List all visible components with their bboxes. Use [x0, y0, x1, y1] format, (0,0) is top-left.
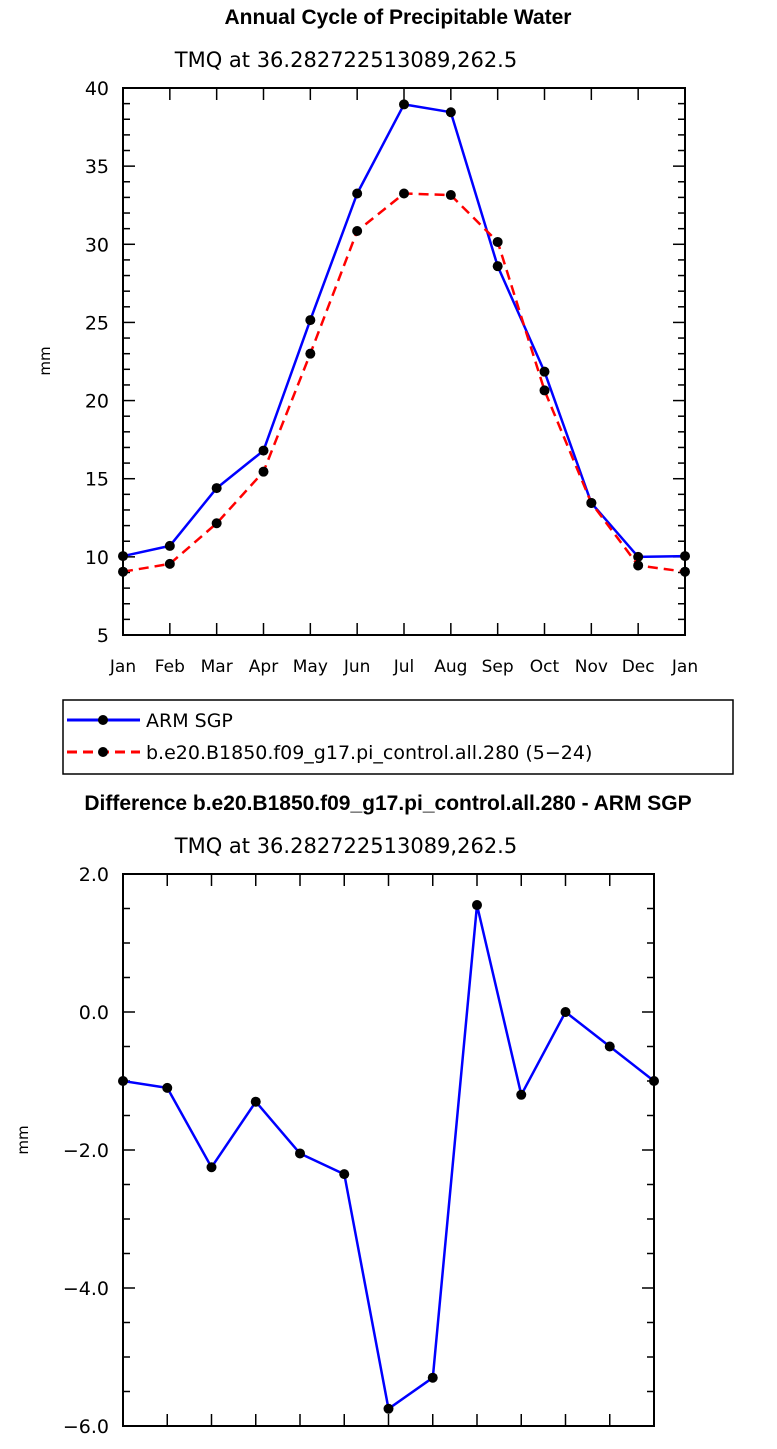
data-point: [492, 236, 503, 247]
data-point: [427, 1372, 438, 1383]
data-point: [164, 558, 175, 569]
x-tick-label: Mar: [201, 657, 233, 677]
data-point: [295, 1148, 305, 1159]
data-point: [472, 900, 482, 911]
data-point: [604, 1041, 615, 1052]
legend-label-model: b.e20.B1850.f09_g17.pi_control.all.280 (…: [146, 742, 592, 764]
data-point: [633, 560, 644, 571]
x-tick-label: Jul: [393, 657, 415, 677]
data-point: [539, 385, 550, 396]
x-tick-label: Jun: [343, 657, 371, 677]
x-tick-label: May: [293, 657, 328, 677]
data-point: [164, 540, 175, 551]
x-tick-label: Apr: [249, 657, 278, 677]
data-point: [352, 188, 363, 199]
data-point: [445, 107, 456, 118]
data-point: [258, 466, 269, 477]
y-tick-label: 5: [97, 625, 109, 647]
y-tick-label: 2.0: [79, 864, 109, 886]
data-point: [339, 1169, 350, 1180]
data-point: [399, 99, 409, 110]
series-line: [122, 903, 655, 1411]
chart-title: Difference b.e20.B1850.f09_g17.pi_contro…: [84, 792, 691, 815]
y-tick-label: −6.0: [63, 1416, 109, 1438]
data-point: [492, 261, 503, 272]
chart-title: Annual Cycle of Precipitable Water: [225, 6, 572, 29]
data-point: [516, 1089, 527, 1100]
x-tick-label: Sep: [482, 657, 514, 677]
legend: ARM SGP b.e20.B1850.f09_g17.pi_control.a…: [62, 699, 734, 775]
legend-marker-model: [98, 747, 108, 757]
y-tick-label: 35: [85, 156, 109, 178]
data-point: [399, 188, 409, 199]
legend-label-arm-sgp: ARM SGP: [146, 710, 233, 732]
y-axis-label: mm: [36, 346, 54, 375]
chart-subtitle: TMQ at 36.282722513089,262.5: [174, 834, 517, 858]
y-tick-label: 30: [85, 234, 109, 256]
data-point: [560, 1007, 571, 1017]
plot-frame: [122, 873, 655, 1427]
data-point: [258, 445, 269, 456]
data-point: [383, 1403, 394, 1414]
data-point: [250, 1096, 261, 1107]
data-point: [211, 518, 222, 529]
x-tick-label: Dec: [622, 657, 655, 677]
y-tick-label: 25: [85, 312, 109, 334]
legend-box: [62, 699, 734, 775]
data-point: [162, 1082, 173, 1093]
data-point: [305, 315, 316, 326]
series-line: [122, 103, 686, 559]
x-tick-label: Aug: [434, 657, 467, 677]
y-tick-label: 20: [85, 391, 109, 413]
y-tick-label: −4.0: [63, 1278, 109, 1300]
x-tick-label: Oct: [530, 657, 560, 677]
chart-subtitle: TMQ at 36.282722513089,262.5: [174, 48, 517, 72]
difference-panel: Difference b.e20.B1850.f09_g17.pi_contro…: [14, 792, 692, 1449]
y-axis-label: mm: [14, 1125, 32, 1154]
data-point: [206, 1162, 217, 1173]
data-point: [211, 483, 222, 494]
legend-marker-arm-sgp: [98, 715, 108, 725]
data-point: [633, 551, 644, 562]
y-tick-label: 0.0: [79, 1002, 109, 1024]
data-point: [586, 497, 597, 508]
y-tick-label: 15: [85, 469, 109, 491]
x-tick-label: Jan: [109, 657, 136, 677]
annual-cycle-panel: Annual Cycle of Precipitable Water TMQ a…: [36, 6, 698, 677]
data-point: [539, 366, 550, 377]
x-tick-label: Jan: [671, 657, 698, 677]
series-line: [122, 192, 686, 573]
plot-frame: [122, 87, 686, 636]
x-tick-label: Feb: [155, 657, 185, 677]
data-point: [352, 226, 363, 237]
data-point: [305, 348, 316, 359]
y-tick-label: 40: [85, 78, 109, 100]
data-point: [445, 190, 456, 201]
y-tick-label: 10: [85, 547, 109, 569]
x-tick-label: Nov: [575, 657, 608, 677]
y-tick-label: −2.0: [63, 1140, 109, 1162]
